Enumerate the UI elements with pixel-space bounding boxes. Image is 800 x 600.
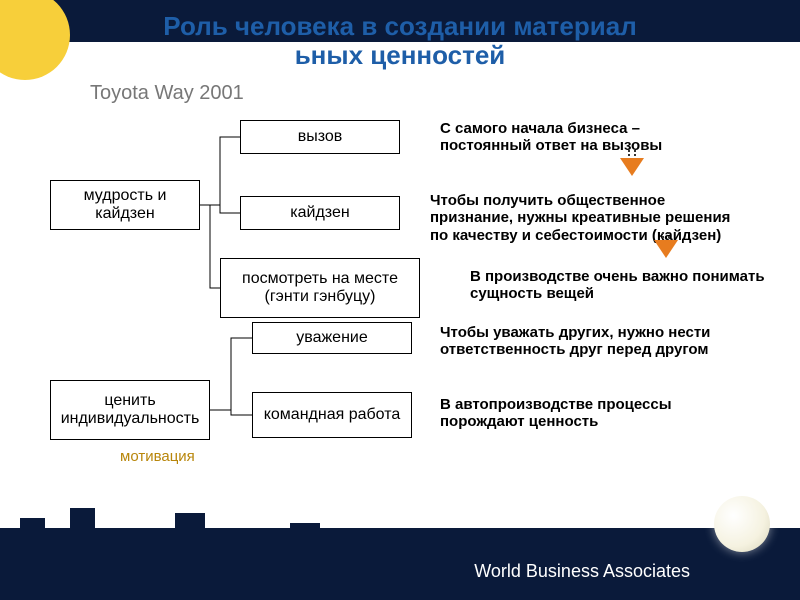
desc-genchi: В производстве очень важно понимать сущн…	[470, 268, 770, 303]
desc-kaizen: Чтобы получить общественное признание, н…	[430, 192, 750, 244]
desc-teamwork: В автопроизводстве процессы порождают це…	[440, 396, 750, 431]
box-challenge: вызов	[240, 120, 400, 154]
box-wisdom-kaizen: мудрость и кайдзен	[50, 180, 200, 230]
slide-subtitle: Toyota Way 2001	[90, 82, 244, 105]
box-teamwork: командная работа	[252, 392, 412, 438]
motivation-label: мотивация	[120, 448, 195, 465]
box-genchi-genbutsu: посмотреть на месте (гэнти гэнбуцу)	[220, 258, 420, 318]
title-line-1: Роль человека в создании материал	[163, 11, 636, 41]
box-label: вызов	[298, 128, 343, 146]
box-label: посмотреть на месте (гэнти гэнбуцу)	[225, 270, 415, 307]
arrow-down-icon	[654, 232, 678, 262]
desc-respect: Чтобы уважать других, нужно нести ответс…	[440, 324, 750, 359]
box-value-individuality: ценить индивидуальность	[50, 380, 210, 440]
arrow-down-icon	[620, 150, 644, 180]
box-label: ценить индивидуальность	[55, 392, 205, 429]
box-label: командная работа	[264, 406, 401, 424]
moon-decoration	[714, 496, 770, 552]
box-label: уважение	[296, 329, 368, 347]
desc-challenge: С самого начала бизнеса – постоянный отв…	[440, 120, 710, 155]
box-kaizen: кайдзен	[240, 196, 400, 230]
slide-title: Роль человека в создании материал ьных ц…	[0, 12, 800, 69]
skyline-decoration	[0, 498, 420, 568]
box-label: кайдзен	[290, 204, 349, 222]
title-line-2: ьных ценностей	[295, 40, 506, 70]
footer-text: World Business Associates	[474, 561, 690, 582]
box-label: мудрость и кайдзен	[55, 187, 195, 224]
box-respect: уважение	[252, 322, 412, 354]
